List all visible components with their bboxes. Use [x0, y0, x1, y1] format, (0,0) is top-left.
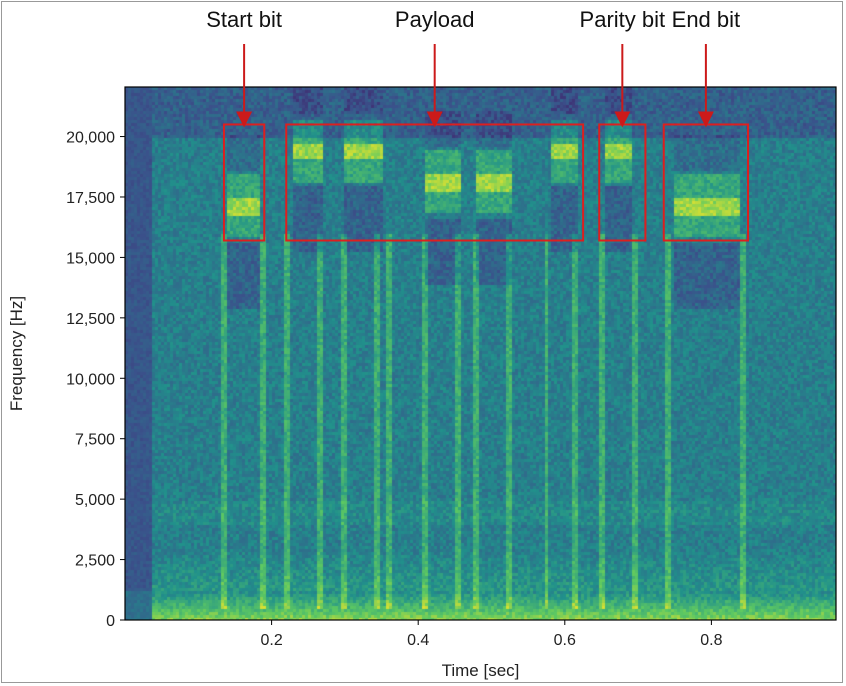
y-tick-label: 5,000 — [75, 492, 115, 509]
y-tick-label: 20,000 — [66, 130, 115, 147]
annotation-box — [222, 123, 266, 242]
y-tick-label: 0 — [106, 613, 115, 630]
y-tick-label: 10,000 — [66, 371, 115, 388]
annotation-label: End bit — [672, 7, 741, 32]
annotation-box — [662, 123, 750, 242]
x-axis-label: Time [sec] — [442, 661, 520, 680]
y-tick-label: 15,000 — [66, 250, 115, 267]
annotation-label: Payload — [395, 7, 475, 32]
y-axis-label: Frequency [Hz] — [7, 296, 26, 411]
x-tick-label: 0.4 — [407, 632, 429, 649]
x-tick-label: 0.6 — [554, 632, 576, 649]
annotation-label: Parity bit — [580, 7, 666, 32]
y-tick-label: 17,500 — [66, 190, 115, 207]
y-tick-label: 2,500 — [75, 553, 115, 570]
x-tick-label: 0.8 — [700, 632, 722, 649]
y-tick-label: 7,500 — [75, 432, 115, 449]
spectrogram-heatmap — [125, 87, 836, 620]
annotation-label: Start bit — [206, 7, 282, 32]
plot-frame — [124, 86, 837, 621]
annotation-box — [285, 123, 585, 242]
x-tick-label: 0.2 — [260, 632, 282, 649]
y-tick-label: 12,500 — [66, 311, 115, 328]
annotation-box — [598, 123, 647, 242]
